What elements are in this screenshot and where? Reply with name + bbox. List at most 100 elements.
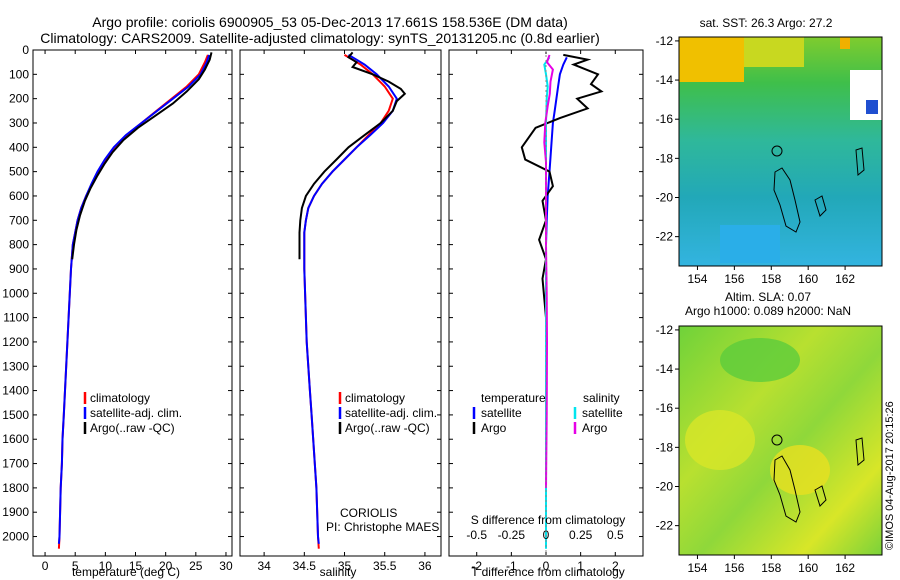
temperature-legend: climatology satellite-adj. clim. Argo(..… bbox=[83, 391, 182, 435]
legend-title-salinity: salinity bbox=[583, 391, 620, 405]
legend-title-temperature: temperature bbox=[481, 391, 546, 405]
x-tick-label: 36 bbox=[418, 559, 432, 573]
y-tick-label: 2000 bbox=[2, 530, 29, 544]
lat-tick-label: -12 bbox=[656, 34, 674, 48]
legend-label-climatology: climatology bbox=[90, 391, 150, 405]
salinity-plot: 34 34.5 35 35.5 36 bbox=[240, 49, 441, 573]
lon-tick-label: 154 bbox=[687, 561, 707, 575]
lat-tick-label: -14 bbox=[656, 362, 674, 376]
legend-label-satellite: satellite-adj. clim. bbox=[345, 406, 437, 420]
lon-tick-label: 162 bbox=[835, 561, 855, 575]
sst-map-title: sat. SST: 26.3 Argo: 27.2 bbox=[700, 16, 833, 30]
lat-tick-label: -18 bbox=[656, 151, 674, 165]
x-tick-label: -2 bbox=[471, 559, 482, 573]
y-tick-label: 700 bbox=[9, 213, 29, 227]
lon-tick-label: 162 bbox=[835, 272, 855, 286]
temperature-axis-label: temperature (deg C) bbox=[72, 565, 180, 579]
x-tick-label: 30 bbox=[219, 559, 233, 573]
y-tick-label: 800 bbox=[9, 238, 29, 252]
x-tick-label: 34.5 bbox=[293, 559, 317, 573]
x-tick-label: 20 bbox=[159, 559, 173, 573]
y-tick-label: 1800 bbox=[2, 481, 29, 495]
lat-tick-label: -12 bbox=[656, 323, 674, 337]
island-outline bbox=[814, 195, 827, 217]
s-tick-label: 0.5 bbox=[607, 528, 624, 542]
x-tick-label: 35.5 bbox=[373, 559, 397, 573]
x-tick-label: 1 bbox=[577, 559, 584, 573]
t-difference-axis-label: T difference from climatology bbox=[471, 565, 625, 579]
sst-warm-patch bbox=[679, 37, 744, 82]
y-tick-label: 1900 bbox=[2, 505, 29, 519]
y-tick-label: 1500 bbox=[2, 408, 29, 422]
series-t-argo bbox=[520, 53, 604, 513]
y-tick-label: 1000 bbox=[2, 286, 29, 300]
sst-cool-patch bbox=[720, 225, 780, 263]
lat-tick-label: -16 bbox=[656, 401, 674, 415]
island-outline bbox=[855, 437, 865, 467]
sla-map-title: Altim. SLA: 0.07 bbox=[725, 290, 811, 304]
temperature-panel bbox=[32, 49, 233, 557]
lon-tick-label: 160 bbox=[798, 561, 818, 575]
y-tick-label: 400 bbox=[9, 140, 29, 154]
y-tick-label: 900 bbox=[9, 262, 29, 276]
imos-watermark: ©IMOS 04-Aug-2017 20:15:26 bbox=[884, 401, 896, 550]
lon-tick-label: 160 bbox=[798, 272, 818, 286]
series-satellite-adj-clim- bbox=[57, 54, 211, 544]
lon-tick-label: 158 bbox=[761, 561, 781, 575]
y-tick-label: 1100 bbox=[3, 311, 29, 325]
y-tick-label: 1200 bbox=[2, 335, 29, 349]
sla-map-frame bbox=[678, 325, 883, 556]
series-s-argo bbox=[543, 54, 554, 488]
lat-tick-label: -18 bbox=[656, 440, 674, 454]
y-tick-label: 1600 bbox=[2, 432, 29, 446]
salinity-panel bbox=[239, 49, 442, 557]
island-outline bbox=[814, 485, 827, 507]
series-satellite-adj-clim- bbox=[303, 54, 398, 544]
sst-map-axes: 154 156 158 160 162 -12 -14 -16 -18 -20 -22 bbox=[656, 34, 856, 286]
argo-float-position-marker bbox=[771, 145, 783, 157]
y-tick-label: 600 bbox=[9, 189, 29, 203]
legend-label-t-satellite: satellite bbox=[481, 406, 522, 420]
x-tick-label: 15 bbox=[129, 559, 143, 573]
s-tick-label: -0.25 bbox=[498, 528, 526, 542]
series-argo-raw-qc- bbox=[298, 51, 407, 260]
lat-tick-label: -22 bbox=[656, 519, 674, 533]
sla-high-patch bbox=[770, 445, 830, 495]
sst-map bbox=[678, 36, 883, 267]
temperature-plot: 0100200300400500600700800900100011001200… bbox=[2, 43, 233, 573]
island-outline bbox=[773, 167, 801, 233]
lon-tick-label: 156 bbox=[724, 561, 744, 575]
series-argo-raw-qc- bbox=[71, 52, 213, 260]
lat-tick-label: -14 bbox=[656, 73, 674, 87]
legend-label-climatology: climatology bbox=[345, 391, 405, 405]
y-tick-label: 1300 bbox=[2, 359, 29, 373]
sla-map-subtitle: Argo h1000: 0.089 h2000: NaN bbox=[685, 304, 851, 318]
x-tick-label: 10 bbox=[99, 559, 113, 573]
argo-float-position-marker bbox=[771, 434, 783, 446]
island-outline bbox=[855, 147, 865, 177]
lat-tick-label: -20 bbox=[656, 190, 674, 204]
s-tick-label: 0.25 bbox=[569, 528, 593, 542]
y-tick-label: 1400 bbox=[2, 384, 29, 398]
y-tick-label: 500 bbox=[9, 165, 29, 179]
x-tick-label: 5 bbox=[72, 559, 79, 573]
x-tick-label: 25 bbox=[189, 559, 203, 573]
salinity-axis-label: salinity bbox=[320, 565, 357, 579]
x-tick-label: 0 bbox=[42, 559, 49, 573]
float-pi: PI: Christophe MAES bbox=[326, 520, 439, 534]
sst-warm-pixel bbox=[840, 37, 850, 49]
salinity-legend: climatology satellite-adj. clim. Argo(..… bbox=[326, 391, 439, 534]
lat-tick-label: -16 bbox=[656, 112, 674, 126]
x-tick-label: 0 bbox=[543, 559, 550, 573]
y-tick-label: 200 bbox=[9, 92, 29, 106]
x-tick-label: 2 bbox=[612, 559, 619, 573]
s-difference-axis-label: S difference from climatology bbox=[471, 513, 626, 527]
lon-tick-label: 154 bbox=[687, 272, 707, 286]
float-operator: CORIOLIS bbox=[340, 506, 397, 520]
sla-map-axes: 154 156 158 160 162 -12 -14 -16 -18 -20 -22 bbox=[656, 323, 856, 575]
legend-label-argo: Argo(..raw -QC) bbox=[345, 421, 430, 435]
x-tick-label: 35 bbox=[338, 559, 352, 573]
x-tick-label: 34 bbox=[257, 559, 271, 573]
sst-cold-pixel bbox=[866, 100, 878, 114]
